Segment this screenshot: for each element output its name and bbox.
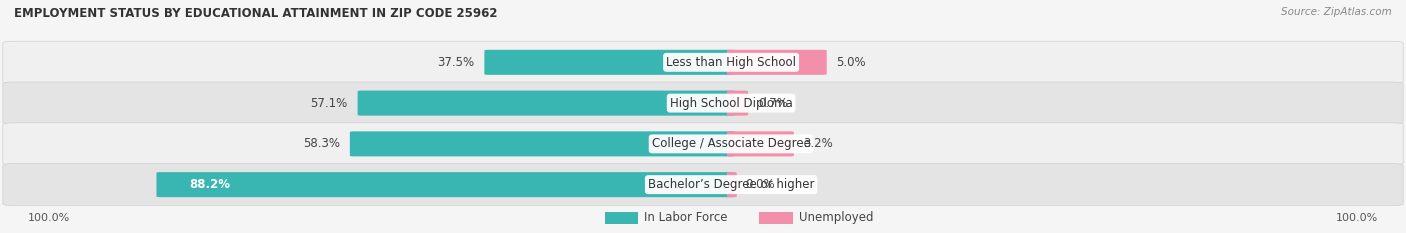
FancyBboxPatch shape [727, 50, 827, 75]
Text: In Labor Force: In Labor Force [644, 211, 727, 224]
FancyBboxPatch shape [727, 131, 794, 156]
FancyBboxPatch shape [156, 172, 735, 197]
FancyBboxPatch shape [727, 172, 737, 197]
Text: High School Diploma: High School Diploma [669, 97, 793, 110]
FancyBboxPatch shape [3, 82, 1403, 124]
Text: 100.0%: 100.0% [1336, 213, 1378, 223]
FancyBboxPatch shape [357, 91, 735, 116]
Text: 58.3%: 58.3% [304, 137, 340, 150]
Text: 0.0%: 0.0% [745, 178, 775, 191]
FancyBboxPatch shape [727, 91, 748, 116]
Text: Source: ZipAtlas.com: Source: ZipAtlas.com [1281, 7, 1392, 17]
FancyBboxPatch shape [3, 164, 1403, 206]
FancyBboxPatch shape [3, 41, 1403, 83]
Text: Bachelor’s Degree or higher: Bachelor’s Degree or higher [648, 178, 814, 191]
FancyBboxPatch shape [3, 123, 1403, 165]
Text: 0.7%: 0.7% [758, 97, 787, 110]
Text: 5.0%: 5.0% [837, 56, 866, 69]
FancyBboxPatch shape [484, 50, 735, 75]
Text: 57.1%: 57.1% [311, 97, 347, 110]
Text: EMPLOYMENT STATUS BY EDUCATIONAL ATTAINMENT IN ZIP CODE 25962: EMPLOYMENT STATUS BY EDUCATIONAL ATTAINM… [14, 7, 498, 20]
FancyBboxPatch shape [350, 131, 735, 156]
FancyBboxPatch shape [605, 212, 638, 224]
Text: 37.5%: 37.5% [437, 56, 475, 69]
Text: 100.0%: 100.0% [28, 213, 70, 223]
Text: 3.2%: 3.2% [804, 137, 834, 150]
Text: Less than High School: Less than High School [666, 56, 796, 69]
Text: College / Associate Degree: College / Associate Degree [652, 137, 810, 150]
Text: Unemployed: Unemployed [799, 211, 873, 224]
Text: 88.2%: 88.2% [188, 178, 229, 191]
FancyBboxPatch shape [759, 212, 793, 224]
